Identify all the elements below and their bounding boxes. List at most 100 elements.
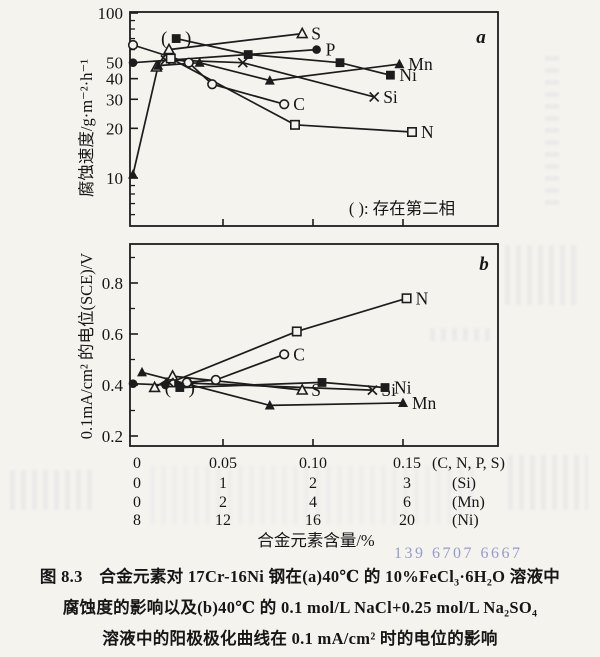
series-label-N: N [416, 288, 429, 308]
x-axis-row-value: 0.05 [209, 455, 237, 472]
x-axis-row-value: 2 [309, 475, 317, 492]
marker-square-filled [386, 70, 395, 80]
series-line [186, 353, 285, 384]
marker-circle-open [183, 57, 194, 68]
marker-triangle-open [295, 26, 309, 39]
second-phase-paren: ) [185, 29, 191, 50]
x-axis-row-element: (Si) [452, 475, 476, 492]
marker-triangle-filled [394, 58, 405, 69]
series-markers-S-b: S [148, 369, 321, 400]
x-axis-row-element: (C, N, P, S) [432, 455, 505, 472]
series-markers-Ni-a: () Ni [161, 29, 417, 86]
x-axis-row-value: 3 [403, 475, 411, 492]
marker-square-open [406, 127, 417, 138]
x-axis-row-value: 8 [133, 512, 141, 529]
y-axis-title-a: 腐蚀速度/g·m⁻²·h⁻¹ [77, 59, 96, 197]
series-label-Si: Si [383, 87, 398, 107]
x-axis-row-element: (Ni) [452, 512, 479, 529]
series-label-Mn: Mn [408, 54, 433, 74]
series-markers-Mn-a: Mn [128, 54, 433, 179]
marker-triangle-open [295, 383, 309, 395]
panel-label-a: a [476, 27, 486, 48]
x-axis-row-value: 6 [403, 494, 411, 511]
marker-triangle-filled [264, 400, 275, 410]
series-markers-C-a: C [127, 39, 305, 114]
series-markers-unlabeled-b [128, 379, 170, 390]
x-axis-row-value: 20 [399, 512, 415, 529]
marker-circle-filled [312, 45, 321, 54]
x-axis-row-value: 0.10 [299, 455, 327, 472]
x-axis-label-block: 0 0.05 0.10 0.15 (C, N, P, S)0 1 2 3 (Si)0 2 4 6 (Mn… [133, 455, 505, 550]
marker-triangle-open [148, 380, 161, 393]
marker-square-filled [243, 50, 253, 59]
second-phase-paren: ) [189, 378, 195, 399]
series-label-P: P [326, 40, 336, 60]
marker-square-filled [171, 34, 181, 43]
marker-square-filled [175, 383, 185, 392]
marker-triangle-filled [194, 57, 205, 67]
series-Ni-a [176, 37, 391, 77]
caption-line-1: 图 8.3 合金元素对 17Cr-16Ni 钢在(a)40℃ 的 10%FeCl… [39, 567, 561, 586]
y-tick-label: 50 [106, 54, 123, 73]
marker-circle-open [181, 377, 193, 388]
series-markers-N-b: N [165, 288, 429, 388]
y-tick-label: 20 [106, 119, 123, 138]
series-line [132, 61, 400, 175]
series-unlabeled-b [132, 382, 166, 386]
marker-x-cross [369, 91, 380, 103]
series-label-Ni: Ni [394, 378, 412, 398]
marker-circle-open [207, 79, 218, 90]
series-line [132, 382, 166, 386]
series-label-C: C [293, 344, 305, 364]
series-line [168, 381, 373, 391]
marker-circle-open [279, 349, 290, 360]
marker-triangle-filled [128, 169, 138, 179]
marker-circle-open [210, 374, 221, 386]
series-markers-P-a: P [128, 40, 336, 67]
x-axis-row-value: 0 [133, 494, 141, 511]
marker-square-filled [380, 383, 390, 392]
x-axis-row-value: 2 [219, 494, 227, 511]
second-phase-legend: ( ): 存在第二相 [349, 199, 455, 218]
x-axis-row-value: 0.15 [393, 455, 421, 472]
plot-box-b [129, 243, 499, 447]
series-label-C: C [293, 94, 305, 114]
plot-box-a [129, 11, 499, 227]
marker-circle-open [127, 39, 139, 51]
series-N-b [170, 297, 407, 384]
series-Mn-a [132, 61, 400, 175]
series-label-S: S [311, 380, 321, 400]
series-markers-C-b: C [181, 344, 305, 388]
series-label-S: S [311, 24, 321, 44]
y-tick-label: 0.8 [102, 274, 123, 293]
y-tick-label: 0.4 [102, 376, 124, 395]
marker-triangle-filled [137, 366, 147, 377]
x-axis-row-value: 4 [309, 494, 317, 511]
panel-label-b: b [479, 254, 489, 275]
y-tick-label: 0.6 [102, 325, 123, 344]
watermark-phone-number: 139 6707 6667 [394, 545, 523, 562]
marker-triangle-filled [153, 60, 164, 70]
marker-square-filled [317, 378, 327, 387]
y-tick-label: 10 [106, 169, 123, 188]
series-line [176, 37, 391, 77]
marker-x-cross [367, 384, 378, 396]
x-axis-row-value: 16 [305, 512, 321, 529]
marker-x-cross [237, 57, 248, 68]
marker-triangle-filled [398, 397, 408, 407]
marker-circle-open [279, 99, 290, 110]
y-tick-label: 30 [106, 90, 123, 109]
series-Si-b [168, 381, 373, 391]
caption-line-3: 溶液中的阳极极化曲线在 0.1 mA/cm² 时的电位的影响 [102, 629, 498, 648]
x-axis-row-value: 12 [215, 512, 231, 529]
marker-square-open [401, 293, 412, 304]
y-tick-label: 0.2 [102, 427, 123, 446]
marker-square-filled [335, 58, 345, 68]
marker-square-open [165, 53, 176, 64]
y-tick-label: 40 [106, 70, 123, 89]
series-label-Mn: Mn [412, 393, 437, 413]
marker-square-open [289, 119, 300, 130]
marker-circle-filled [128, 58, 138, 67]
